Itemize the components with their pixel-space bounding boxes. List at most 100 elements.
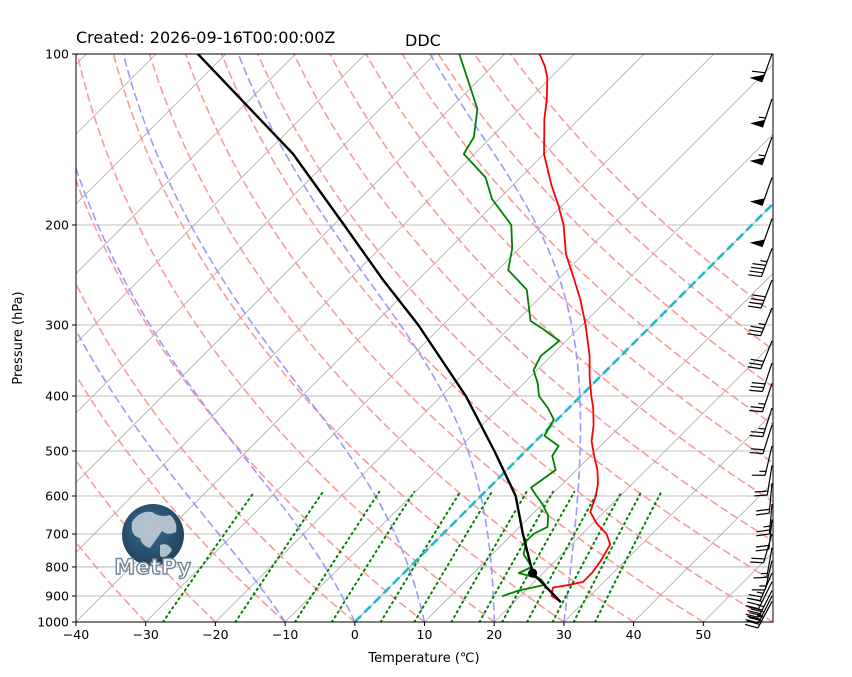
barb-shaft	[768, 519, 773, 550]
barb-shaft	[761, 218, 773, 248]
dry-adiabat	[293, 54, 773, 542]
x-tick-label: 50	[695, 627, 711, 642]
barb-flag	[752, 262, 766, 266]
mixing-ratio-line	[234, 490, 324, 622]
barb-shaft	[766, 465, 773, 496]
mixing-ratio-line	[413, 490, 493, 622]
mixing-ratio-line	[294, 490, 381, 622]
y-axis-label: Pressure (hPa)	[11, 291, 26, 384]
wind-barb	[749, 53, 773, 83]
plot-area	[76, 54, 773, 622]
y-tick-label: 700	[45, 527, 69, 542]
isotherm-line	[76, 54, 296, 275]
barb-flag	[745, 613, 759, 618]
y-tick-label: 200	[45, 217, 69, 232]
wind-barb	[756, 504, 773, 537]
wind-barb	[753, 465, 773, 497]
isotherm-line	[76, 54, 227, 205]
barb-shaft	[761, 383, 773, 412]
isotherm-line	[76, 54, 366, 344]
barb-flag	[751, 70, 766, 74]
dry-adiabat	[401, 54, 773, 426]
barb-shaft	[761, 177, 773, 207]
wind-barb	[749, 362, 773, 393]
wind-barb	[749, 136, 773, 166]
isotherm-line	[493, 342, 773, 622]
dry-adiabat	[473, 54, 773, 351]
barb-flag	[749, 434, 763, 438]
barb-pennant	[749, 157, 765, 166]
barb-shaft	[760, 248, 773, 277]
mixing-ratio-line	[526, 490, 599, 622]
barb-flag	[746, 597, 761, 602]
barb-flag	[750, 358, 764, 362]
y-tick-label: 600	[45, 488, 69, 503]
mixing-ratio-line	[551, 490, 623, 622]
barb-shaft	[758, 590, 773, 618]
barb-flag	[747, 305, 762, 309]
barb-shaft	[758, 595, 773, 624]
barb-flag	[747, 615, 761, 620]
isotherm-line	[145, 54, 714, 622]
x-tick-label: −40	[63, 627, 89, 642]
barb-shaft	[768, 504, 773, 535]
barb-flag	[750, 325, 764, 329]
x-tick-label: 40	[626, 627, 642, 642]
barb-flag	[755, 512, 770, 516]
barb-shaft	[762, 424, 773, 454]
isotherm-line	[354, 203, 773, 622]
barb-shaft	[761, 362, 773, 392]
barb-half-flag	[760, 260, 768, 263]
moist-adiabat	[76, 166, 356, 622]
wind-barb	[749, 383, 773, 413]
y-tick-label: 900	[45, 589, 69, 604]
barb-pennant	[750, 119, 765, 128]
barb-flag	[751, 382, 766, 385]
dewpoint-profile	[458, 54, 561, 597]
axis-ticks: −40 −30 −20 −10 0 10 20 30 40 50 1000 900 800 700 600 5…	[37, 47, 711, 643]
barb-shaft	[764, 445, 773, 476]
mixing-ratio-line	[572, 490, 643, 622]
isotherm-line	[284, 133, 773, 622]
wind-barb	[755, 483, 773, 516]
wind-barb	[749, 424, 773, 455]
x-axis-label: Temperature (℃)	[367, 651, 479, 666]
metpy-logo: MetPy	[114, 504, 192, 580]
barb-flag	[745, 619, 759, 624]
barb-shaft	[758, 581, 773, 610]
wind-barb	[749, 218, 773, 248]
barb-flag	[750, 266, 765, 270]
barb-shaft	[760, 279, 773, 309]
mixing-ratio-line	[161, 490, 256, 622]
wind-barb	[751, 560, 773, 591]
barb-half-flag	[758, 323, 766, 326]
dry-adiabat	[509, 54, 773, 314]
wind-barb	[751, 445, 773, 476]
y-tick-label: 300	[45, 318, 69, 333]
mixing-ratio-line	[594, 490, 663, 622]
barb-half-flag	[758, 116, 766, 119]
wind-barb	[753, 547, 773, 579]
moist-adiabat	[76, 328, 286, 622]
parcel-path	[196, 54, 562, 603]
barb-pennant	[749, 198, 765, 206]
barb-shaft	[760, 340, 773, 370]
barb-flag	[750, 561, 764, 564]
mixing-ratio-line	[330, 490, 416, 622]
barb-flag	[752, 294, 766, 298]
x-tick-label: −20	[202, 627, 228, 642]
barb-half-flag	[758, 402, 766, 405]
barb-flag	[748, 274, 762, 278]
barb-flag	[746, 620, 760, 625]
barb-flag	[747, 366, 761, 370]
barb-pennant	[749, 239, 765, 248]
isotherm-line	[563, 412, 773, 622]
dry-adiabat	[76, 373, 286, 622]
y-tick-label: 800	[45, 559, 69, 574]
logo-text: MetPy	[114, 555, 191, 579]
barb-flag	[748, 593, 762, 598]
wind-barb	[755, 519, 773, 552]
barb-flag	[749, 451, 764, 455]
barb-shaft	[761, 98, 773, 128]
